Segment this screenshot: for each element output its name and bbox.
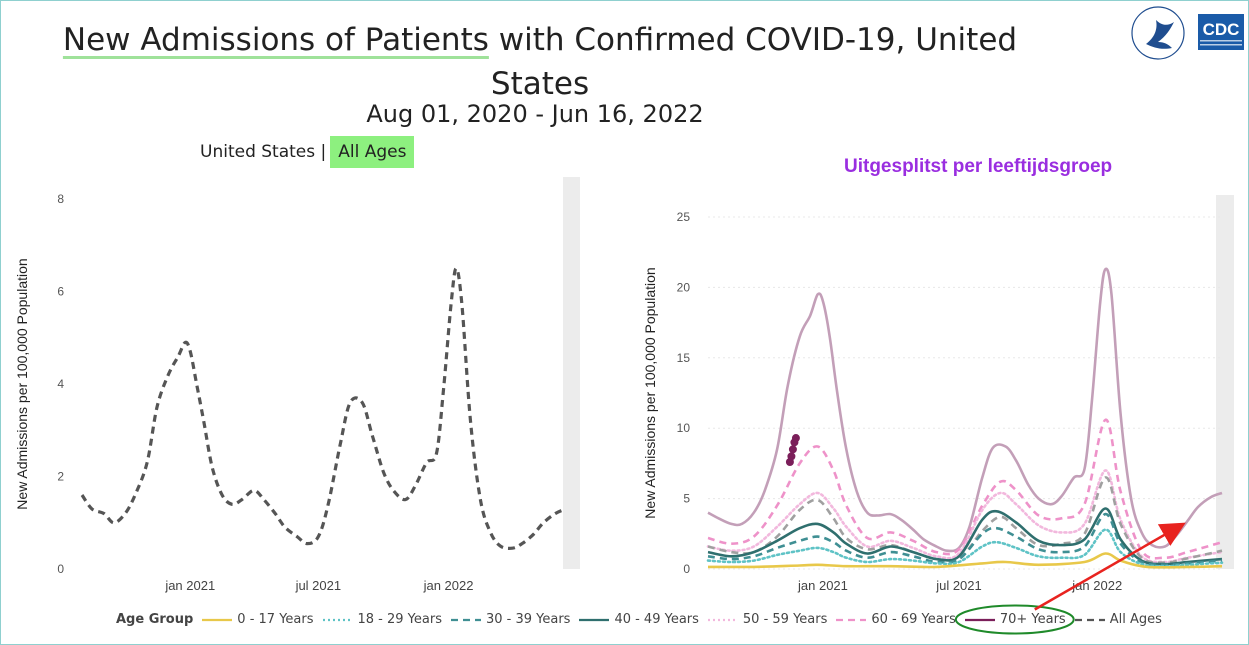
legend-item-label: 40 - 49 Years bbox=[614, 612, 699, 627]
legend-item-label: 50 - 59 Years bbox=[742, 612, 828, 627]
x-tick-label: jan 2021 bbox=[164, 578, 215, 593]
x-tick-label: jul 2021 bbox=[935, 578, 982, 593]
legend-item-60-69[interactable]: 60 - 69 Years bbox=[835, 612, 956, 627]
y-tick-label: 2 bbox=[57, 470, 64, 484]
y-axis-label: New Admissions per 100,000 Population bbox=[642, 267, 658, 518]
legend-item-40-49[interactable]: 40 - 49 Years bbox=[578, 612, 699, 627]
chart-by-age-group: 0 5 10 15 20 25 jan 2021 jul 2021 jan 2022 New Ad… bbox=[642, 195, 1234, 593]
filter-summary: United States | All Ages bbox=[200, 134, 415, 170]
filter-location: United States | bbox=[200, 142, 327, 162]
y-tick-label: 8 bbox=[57, 192, 64, 206]
legend-item-70+[interactable]: 70+ Years bbox=[964, 612, 1066, 627]
legend-swatch bbox=[836, 618, 867, 621]
highlight-point bbox=[791, 434, 800, 443]
legend-swatch bbox=[450, 618, 481, 621]
legend: Age Group 0 - 17 Years 18 - 29 Years 30 - … bbox=[116, 612, 1170, 627]
legend-item-label: 70+ Years bbox=[999, 612, 1066, 627]
date-range: Aug 01, 2020 - Jun 16, 2022 bbox=[366, 100, 704, 128]
hhs-logo-icon bbox=[1131, 6, 1185, 60]
legend-item-label: 0 - 17 Years bbox=[237, 612, 314, 627]
y-tick-label: 4 bbox=[57, 377, 64, 391]
highlight-point bbox=[788, 445, 797, 454]
cdc-logo-text: CDC bbox=[1203, 20, 1240, 39]
legend-item-label: 30 - 39 Years bbox=[485, 612, 571, 627]
y-tick-label: 0 bbox=[57, 562, 64, 576]
legend-item-label: 60 - 69 Years bbox=[871, 612, 956, 627]
y-tick-label: 15 bbox=[677, 351, 691, 365]
highlight-point bbox=[787, 452, 796, 461]
title-underlined-part: New Admissions of Patients bbox=[62, 22, 489, 58]
series-line-50-59 bbox=[706, 469, 1224, 564]
latest-data-band bbox=[563, 177, 580, 569]
y-tick-label: 5 bbox=[683, 492, 690, 506]
legend-swatch bbox=[322, 618, 353, 621]
age-breakdown-annotation: Uitgesplitst per leeftijdsgroep bbox=[844, 156, 1113, 177]
legend-item-50-59[interactable]: 50 - 59 Years bbox=[707, 612, 827, 627]
legend-item-18-29[interactable]: 18 - 29 Years bbox=[322, 612, 442, 627]
filter-age-highlight: All Ages bbox=[330, 136, 415, 168]
page-title: New Admissions of Patients with Confirme… bbox=[60, 18, 1020, 106]
title-rest: with Confirmed COVID-19, United States bbox=[488, 22, 1018, 102]
logos: CDC bbox=[1131, 6, 1244, 60]
cdc-logo-icon: CDC bbox=[1198, 14, 1244, 50]
series-line-all bbox=[707, 476, 1223, 565]
y-tick-label: 6 bbox=[57, 285, 64, 299]
series-line-60-69 bbox=[707, 418, 1223, 560]
legend-swatch bbox=[1074, 618, 1105, 621]
latest-data-band bbox=[1216, 195, 1234, 569]
series-line-all bbox=[80, 266, 567, 550]
legend-item-0-17[interactable]: 0 - 17 Years bbox=[201, 612, 314, 627]
x-tick-label: jul 2021 bbox=[295, 578, 342, 593]
y-tick-label: 0 bbox=[683, 562, 690, 576]
x-tick-label: jan 2022 bbox=[423, 578, 474, 593]
legend-item-30-39[interactable]: 30 - 39 Years bbox=[450, 612, 570, 627]
legend-item-label: All Ages bbox=[1109, 612, 1162, 627]
x-tick-label: jan 2021 bbox=[797, 578, 848, 593]
legend-swatch bbox=[579, 618, 610, 621]
legend-swatch bbox=[707, 618, 738, 621]
y-axis-label: New Admissions per 100,000 Population bbox=[14, 258, 30, 509]
chart-all-ages: 0 2 4 6 8 jan 2021 jul 2021 jan 2022 New Admissi… bbox=[14, 177, 580, 593]
y-tick-label: 25 bbox=[677, 210, 691, 224]
y-tick-label: 20 bbox=[677, 280, 691, 294]
legend-swatch bbox=[964, 618, 995, 621]
y-tick-label: 10 bbox=[677, 421, 691, 435]
legend-item-all[interactable]: All Ages bbox=[1074, 612, 1162, 627]
x-tick-label: jan 2022 bbox=[1071, 578, 1122, 593]
legend-title: Age Group bbox=[116, 612, 194, 627]
legend-item-label: 18 - 29 Years bbox=[357, 612, 442, 627]
series-line-70+ bbox=[707, 267, 1223, 553]
legend-swatch bbox=[202, 618, 233, 621]
